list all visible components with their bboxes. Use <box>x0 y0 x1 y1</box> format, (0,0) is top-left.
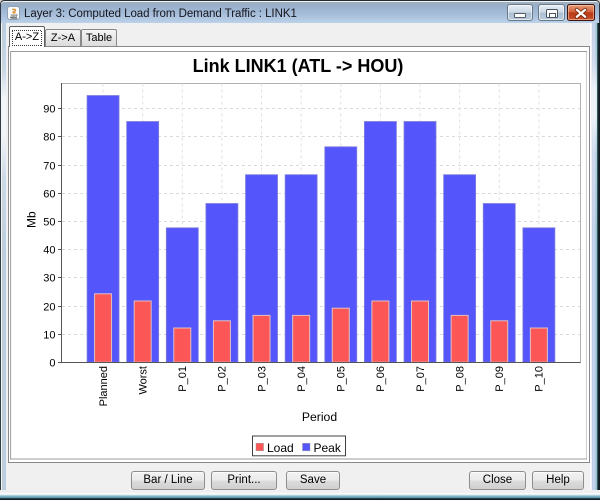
svg-text:Peak: Peak <box>314 441 342 455</box>
svg-text:P_01: P_01 <box>177 366 189 392</box>
svg-text:60: 60 <box>43 188 55 200</box>
svg-text:40: 40 <box>43 244 55 256</box>
svg-text:10: 10 <box>43 329 55 341</box>
svg-text:Period: Period <box>302 410 337 424</box>
svg-text:P_05: P_05 <box>336 366 348 392</box>
svg-text:P_10: P_10 <box>534 366 546 392</box>
svg-text:80: 80 <box>43 131 55 143</box>
svg-text:P_09: P_09 <box>494 366 506 392</box>
svg-text:Worst: Worst <box>137 366 149 395</box>
svg-text:20: 20 <box>43 301 55 313</box>
svg-text:P_03: P_03 <box>256 366 268 392</box>
svg-text:Link LINK1 (ATL -> HOU): Link LINK1 (ATL -> HOU) <box>193 56 404 76</box>
svg-text:P_04: P_04 <box>296 366 308 392</box>
svg-text:50: 50 <box>43 216 55 228</box>
svg-text:70: 70 <box>43 160 55 172</box>
svg-text:P_02: P_02 <box>217 366 229 392</box>
svg-text:P_08: P_08 <box>454 366 466 392</box>
svg-text:30: 30 <box>43 272 55 284</box>
svg-text:90: 90 <box>43 103 55 115</box>
svg-text:Load: Load <box>267 441 294 455</box>
svg-text:Mb: Mb <box>24 211 38 228</box>
svg-text:P_07: P_07 <box>415 366 427 392</box>
svg-text:P_06: P_06 <box>375 366 387 392</box>
svg-text:Planned: Planned <box>98 366 110 406</box>
svg-text:0: 0 <box>49 357 55 369</box>
